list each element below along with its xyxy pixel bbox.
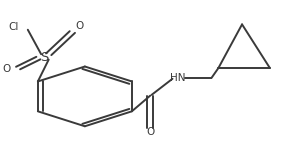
Text: HN: HN <box>170 73 186 83</box>
Text: Cl: Cl <box>9 22 19 32</box>
Text: O: O <box>146 127 154 137</box>
Text: O: O <box>3 64 11 74</box>
Text: O: O <box>75 21 83 31</box>
Text: S: S <box>40 51 49 64</box>
